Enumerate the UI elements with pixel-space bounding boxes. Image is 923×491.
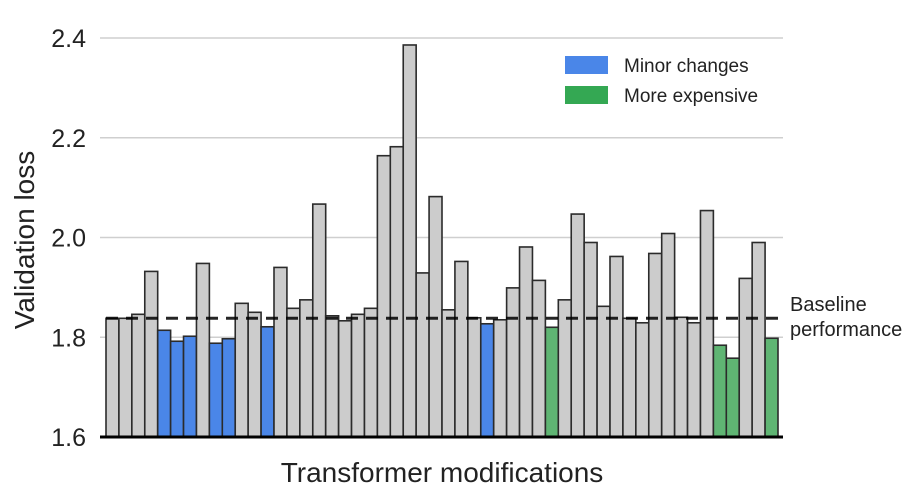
bar-gray — [286, 307, 301, 438]
bar-gray — [131, 313, 146, 438]
bar-gray — [635, 321, 650, 438]
bar-gray — [596, 305, 611, 438]
bar-gray — [441, 309, 456, 438]
legend-swatch-minor-changes — [565, 56, 608, 74]
bar-gray — [299, 299, 314, 438]
bar-gray — [738, 277, 753, 438]
baseline-label-line1: Baseline — [790, 294, 867, 316]
bar-green — [764, 337, 779, 438]
bar-gray — [609, 255, 624, 438]
y-tick-label: 1.6 — [51, 424, 86, 452]
legend-swatch-more-expensive — [565, 86, 608, 104]
bar-gray — [118, 317, 133, 438]
bar-gray — [673, 316, 689, 438]
bar-gray — [143, 270, 159, 438]
bar-blue — [260, 325, 275, 438]
bar-gray — [518, 246, 534, 438]
y-tick-label: 2.2 — [51, 125, 86, 153]
y-tick-label: 1.8 — [51, 324, 86, 352]
bar-gray — [647, 252, 663, 438]
bar-gray — [454, 260, 469, 438]
bar-gray — [324, 315, 340, 438]
bar-gray — [505, 287, 521, 438]
x-axis-title: Transformer modifications — [281, 457, 604, 488]
y-tick-labels: 1.6 1.8 2.0 2.2 2.4 — [51, 25, 86, 452]
y-tick-label: 2.0 — [51, 225, 86, 253]
bar-gray — [660, 232, 676, 438]
y-axis-title: Validation loss — [9, 151, 40, 329]
bar-green — [712, 344, 728, 438]
bar-blue — [221, 337, 237, 438]
bar-gray — [751, 241, 766, 438]
bar-gray — [531, 279, 547, 438]
bar-gray — [557, 299, 573, 438]
y-tick-label: 2.4 — [51, 25, 86, 53]
bar-gray — [376, 154, 392, 438]
bar-gray — [350, 313, 366, 438]
bar-blue — [182, 335, 198, 438]
bar-blue — [208, 342, 224, 438]
legend-label-more-expensive: More expensive — [624, 86, 758, 107]
baseline-label-line2: performance — [790, 319, 902, 341]
bar-gray — [195, 262, 211, 438]
legend: Minor changes More expensive — [565, 56, 758, 107]
bars — [105, 44, 779, 438]
bar-gray — [389, 145, 405, 438]
bar-green — [725, 357, 741, 438]
bar-gray — [402, 44, 417, 438]
bar-gray — [622, 317, 637, 438]
bar-gray — [363, 307, 379, 438]
bar-green — [544, 326, 560, 438]
bar-blue — [479, 322, 495, 438]
bar-gray — [247, 311, 262, 438]
bar-gray — [105, 317, 120, 438]
bar-gray — [311, 203, 327, 438]
bar-gray — [337, 319, 353, 438]
bar-gray — [467, 316, 482, 438]
bar-gray — [570, 213, 585, 438]
bar-gray — [273, 266, 288, 438]
bar-gray — [415, 272, 430, 438]
legend-label-minor-changes: Minor changes — [624, 56, 749, 77]
bar-gray — [234, 302, 249, 438]
bar-gray — [699, 209, 715, 438]
bar-gray — [583, 241, 598, 438]
bar-blue — [169, 340, 185, 438]
bar-blue — [156, 329, 172, 438]
bar-gray — [492, 318, 508, 438]
bar-gray — [686, 321, 702, 438]
